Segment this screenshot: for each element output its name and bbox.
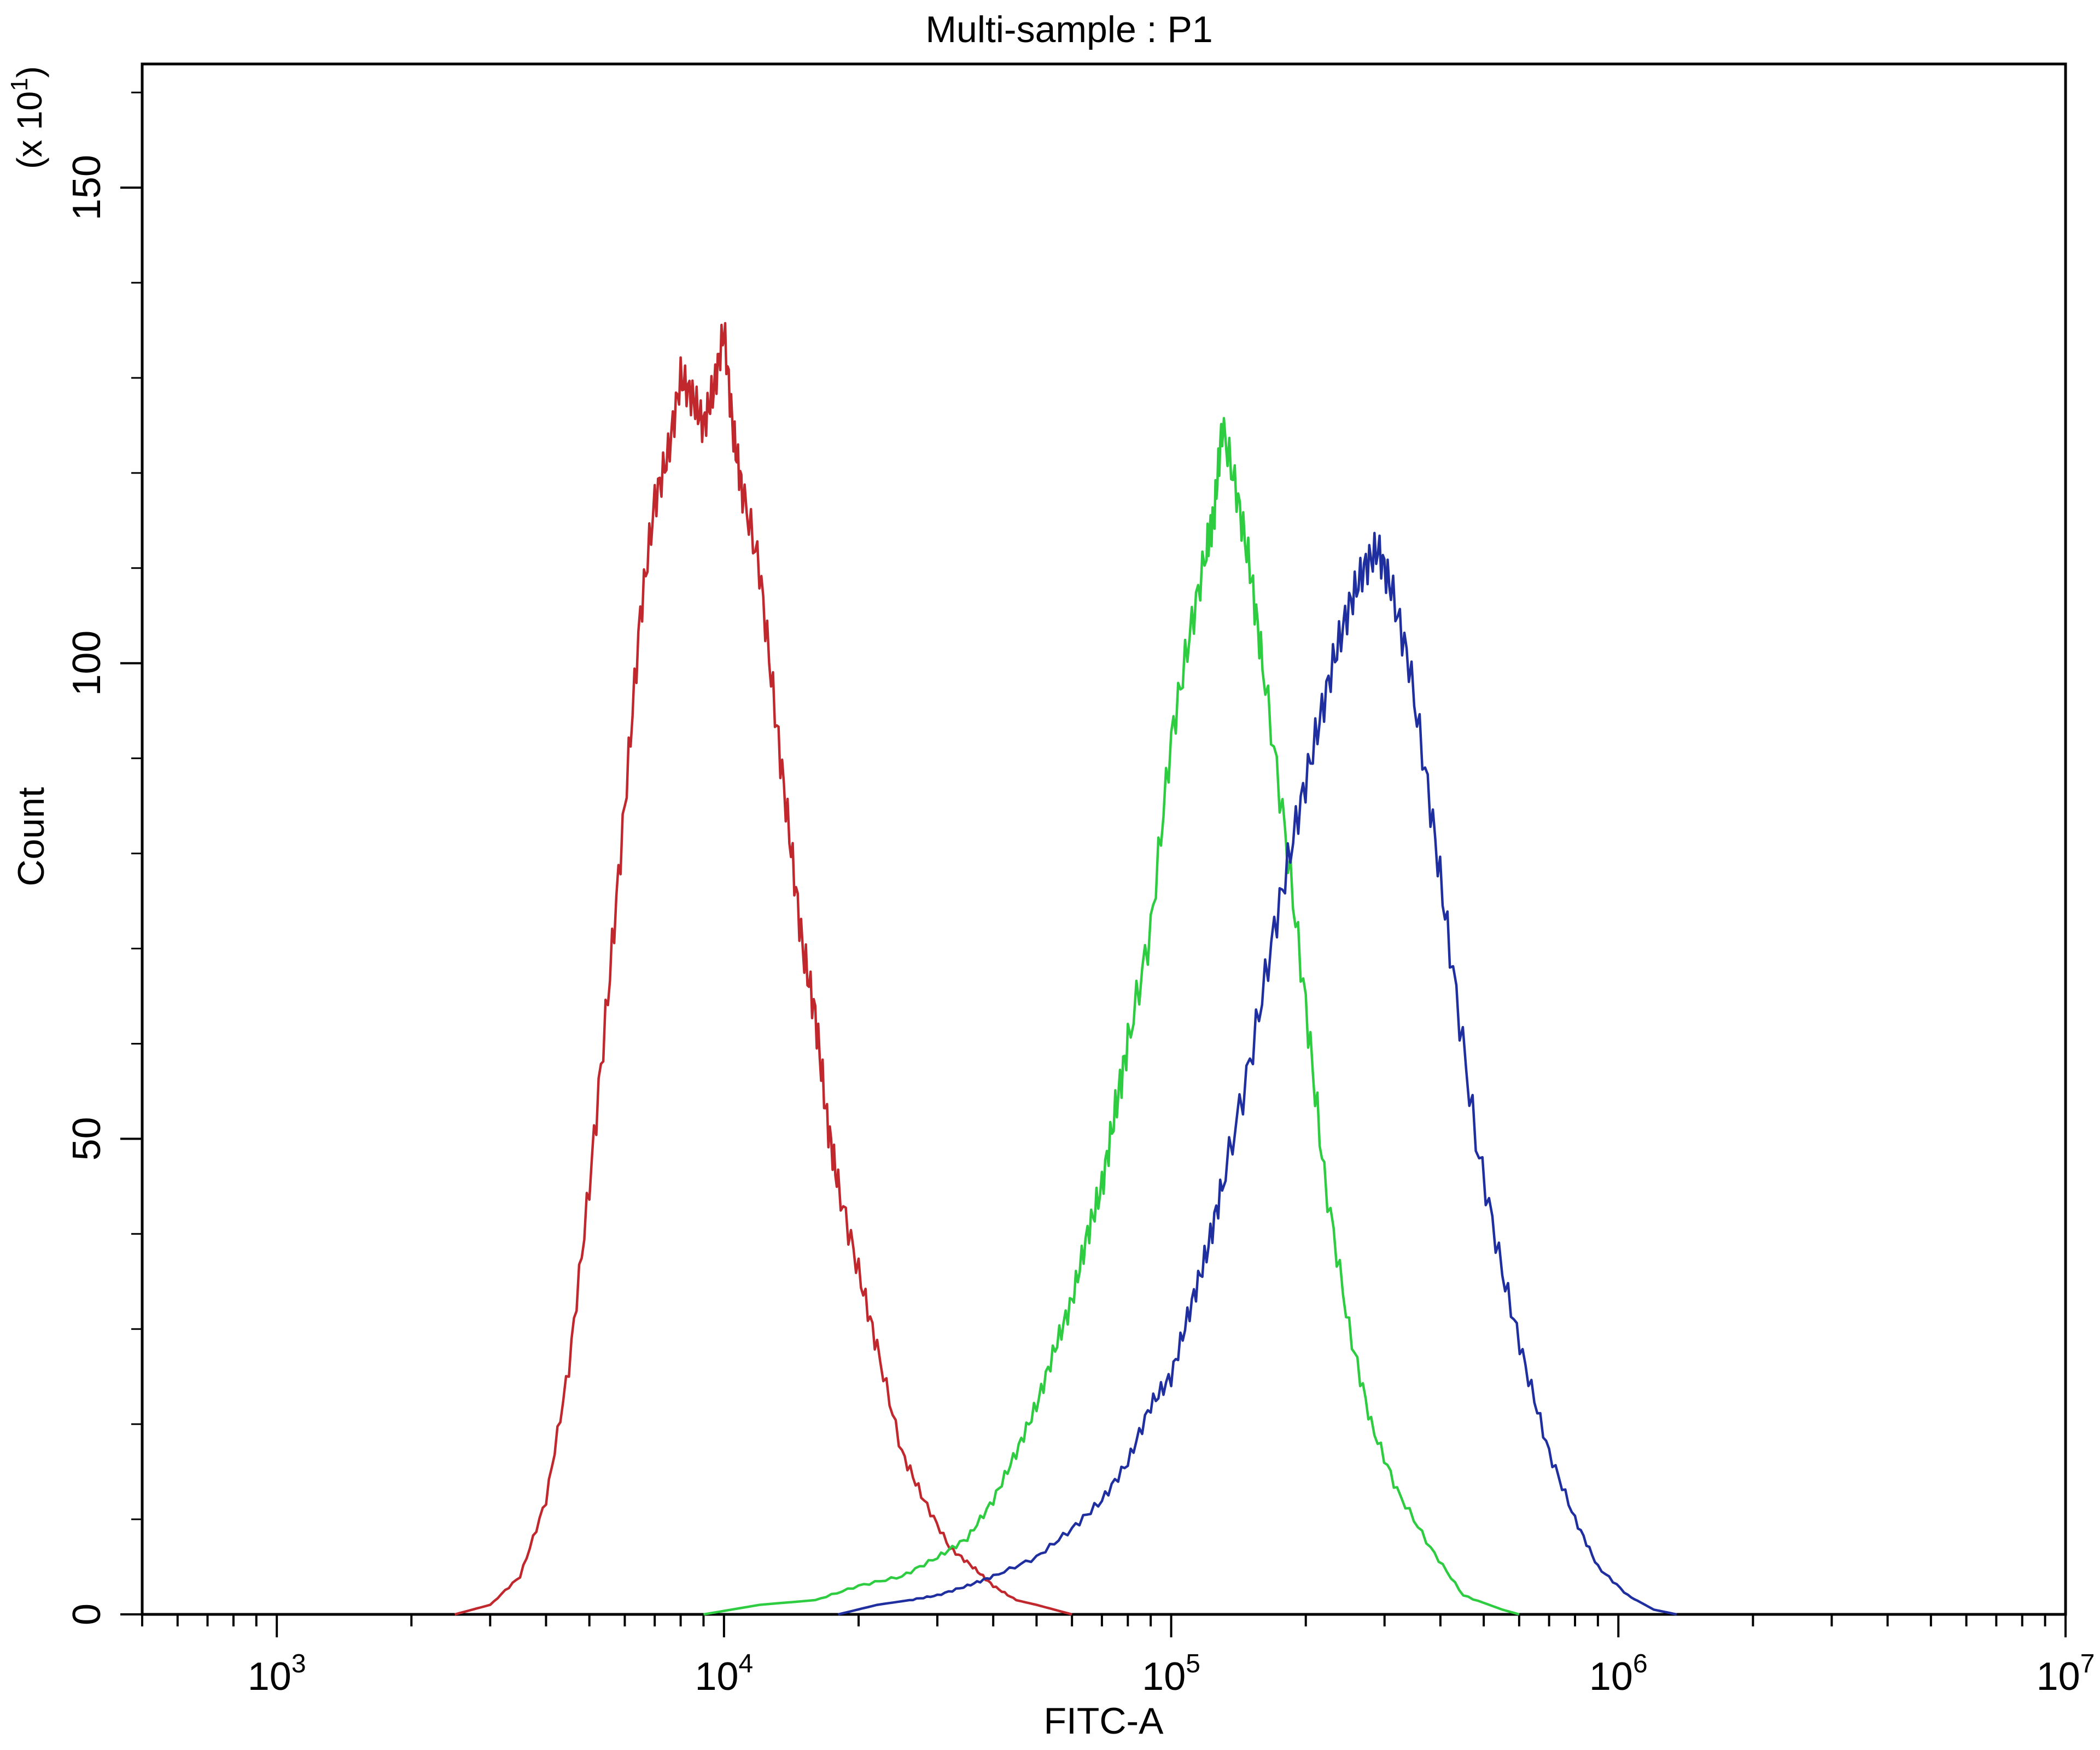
y-axis-multiplier: (x 101) xyxy=(6,66,49,169)
y-axis-ticks xyxy=(120,91,142,1615)
x-tick-label: 107 xyxy=(2037,1649,2095,1699)
series-line-3 xyxy=(838,532,1677,1616)
y-tick-label: 50 xyxy=(65,1117,109,1160)
plot-frame xyxy=(141,62,2067,1616)
x-tick-label: 104 xyxy=(695,1649,753,1699)
y-tick-label: 150 xyxy=(65,155,109,220)
multiplier-suffix: ) xyxy=(10,66,49,78)
histogram-series xyxy=(454,322,1677,1616)
x-tick-label: 103 xyxy=(248,1649,306,1699)
y-axis-tick-labels: 0 50 100 150 xyxy=(65,155,109,1625)
multiplier-prefix: (x 10 xyxy=(10,91,49,169)
x-tick-label: 105 xyxy=(1142,1649,1200,1699)
series-line-1 xyxy=(454,322,1072,1616)
x-tick-label: 106 xyxy=(1589,1649,1648,1699)
x-axis-tick-labels: 103 104 105 106 107 xyxy=(248,1649,2095,1699)
y-axis-label: Count xyxy=(10,787,52,886)
x-axis-label: FITC-A xyxy=(1043,1700,1164,1742)
multiplier-exponent: 1 xyxy=(6,78,33,91)
series-line-2 xyxy=(703,417,1520,1616)
y-tick-label: 0 xyxy=(65,1603,109,1625)
x-axis-ticks xyxy=(141,1614,2067,1637)
y-tick-label: 100 xyxy=(65,631,109,696)
chart-title: Multi-sample : P1 xyxy=(925,9,1212,50)
